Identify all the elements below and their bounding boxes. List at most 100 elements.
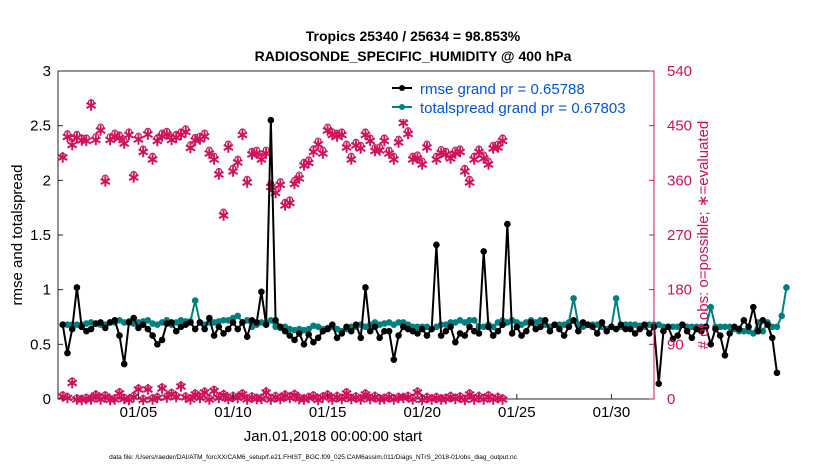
obs-possible-marker [101,174,109,182]
point-rmse [239,319,246,326]
obs-possible-marker [87,99,95,106]
y-axis-label-right: # of obs: o=possible; ∗=evaluated [695,121,712,350]
obs-possible-marker [451,146,459,154]
point-rmse [347,327,355,335]
point-rmse [366,327,374,335]
obs-possible-marker [489,394,497,402]
plot-area [57,70,655,400]
obs-possible-marker [82,393,90,401]
obs-possible-marker [451,393,459,401]
obs-possible-marker [470,152,478,160]
obs-possible-marker [130,391,138,399]
obs-possible-marker [59,152,67,160]
obs-possible-marker [414,151,421,159]
obs-evaluated-marker: ∗ [444,150,457,167]
obs-possible-marker [447,151,455,159]
obs-evaluated-marker: ∗ [316,390,329,407]
point-rmse [234,325,242,333]
obs-evaluated-marker: ∗ [203,391,216,408]
y-tick-label-left: 1.5 [30,227,51,244]
obs-evaluated-marker: ∗ [472,389,485,406]
legend-box [387,75,645,119]
obs-possible-marker [414,387,421,395]
obs-possible-marker [291,176,298,184]
point-rmse [556,325,563,333]
obs-possible-marker [267,179,275,187]
obs-possible-marker [92,133,100,141]
obs-possible-marker [182,125,190,133]
obs-evaluated-marker: ∗ [378,391,391,408]
obs-possible-marker [187,141,194,148]
obs-possible-marker [480,151,488,159]
point-rmse [172,327,180,335]
obs-evaluated-marker: ∗ [482,388,495,405]
obs-evaluated-marker: ∗ [80,133,93,150]
obs-possible-marker [371,144,379,151]
obs-possible-marker [475,145,483,153]
obs-possible-marker [248,392,256,400]
obs-evaluated-marker: ∗ [406,151,419,168]
point-rmse [645,330,653,337]
obs-evaluated-marker: ∗ [56,150,69,167]
point-totalspread [267,316,275,324]
point-rmse [329,321,336,328]
obs-evaluated-marker: ∗ [430,151,443,168]
point-rmse [196,319,204,326]
point-rmse [267,116,275,124]
obs-evaluated-marker: ∗ [345,391,358,408]
obs-possible-marker [158,383,166,391]
point-rmse [291,336,298,344]
legend: rmse grand pr = 0.65788 totalspread gran… [387,75,645,119]
obs-possible-marker [362,128,369,136]
point-rmse [504,220,511,228]
point-rmse [215,323,223,331]
point-rmse [295,330,303,337]
point-rmse [546,327,554,335]
point-rmse [64,349,71,357]
obs-possible-marker [191,389,199,397]
point-rmse [674,332,681,339]
point-rmse [712,325,719,333]
obs-evaluated-marker: ∗ [113,385,126,402]
obs-evaluated-marker: ∗ [99,173,112,190]
point-rmse [418,325,426,333]
obs-possible-marker [205,394,213,402]
obs-possible-marker [338,128,346,136]
obs-evaluated-marker: ∗ [416,392,429,409]
point-rmse [745,323,752,331]
obs-evaluated-marker: ∗ [316,145,329,162]
point-rmse [508,330,516,337]
obs-evaluated-marker: ∗ [118,136,131,153]
obs-possible-marker [201,129,209,137]
obs-evaluated-marker: ∗ [75,392,88,409]
obs-possible-marker [276,178,284,185]
obs-evaluated-marker: ∗ [363,391,376,408]
obs-possible-marker [343,388,350,396]
obs-possible-marker [437,394,445,402]
obs-possible-marker [187,394,194,402]
point-rmse [716,332,724,339]
obs-possible-marker [456,145,464,153]
obs-possible-marker [135,132,142,140]
point-rmse [764,321,771,328]
obs-possible-marker [380,134,388,142]
point-rmse [376,334,383,342]
point-totalspread [721,323,729,331]
obs-evaluated-marker: ∗ [103,392,116,409]
obs-possible-marker [291,390,298,397]
point-rmse [243,333,251,340]
obs-evaluated-marker: ∗ [122,392,135,409]
obs-evaluated-marker: ∗ [151,390,164,407]
obs-evaluated-marker: ∗ [486,391,499,408]
obs-possible-marker [314,137,322,145]
obs-evaluated-marker: ∗ [207,383,220,400]
obs-evaluated-marker: ∗ [373,142,386,159]
obs-possible-marker [433,393,440,400]
point-rmse [612,325,620,333]
obs-possible-marker [210,385,218,393]
obs-possible-marker [418,157,426,165]
obs-evaluated-marker: ∗ [132,131,145,148]
obs-evaluated-marker: ∗ [212,167,225,184]
obs-evaluated-marker: ∗ [274,391,287,408]
y-tick-label-right: 0 [667,391,675,408]
